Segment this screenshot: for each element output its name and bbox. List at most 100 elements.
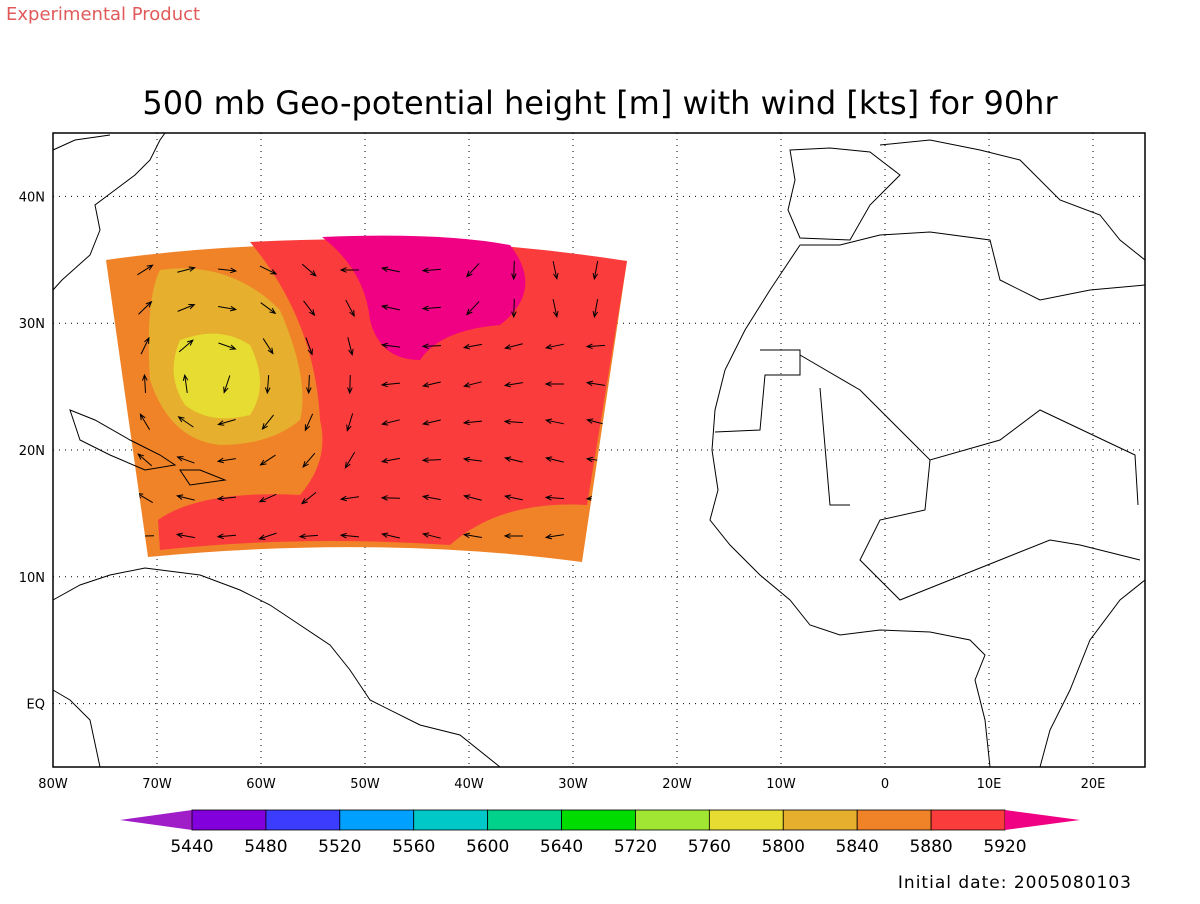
wind-arrow xyxy=(380,381,401,388)
y-tick-label: 40N xyxy=(19,190,45,205)
wind-arrow xyxy=(218,305,238,312)
coastlines xyxy=(52,132,1146,768)
wind-arrow xyxy=(545,456,564,463)
wind-arrow xyxy=(503,533,524,539)
wind-arrow xyxy=(140,336,150,355)
wind-arrow xyxy=(380,342,400,349)
wind-arrow xyxy=(585,380,605,387)
wind-arrow xyxy=(503,381,523,388)
wind-arrow xyxy=(511,260,517,281)
badge: Experimental Product xyxy=(6,4,200,25)
y-tick-label: EQ xyxy=(27,698,45,713)
wind-arrow xyxy=(177,416,194,428)
wind-arrow xyxy=(177,304,196,312)
wind-arrow xyxy=(216,457,236,464)
wind-arrow xyxy=(544,494,565,501)
wind-arrow xyxy=(462,532,482,539)
wind-arrow xyxy=(552,299,559,319)
wind-arrow xyxy=(421,343,442,349)
wind-arrow xyxy=(347,337,354,356)
height-field xyxy=(106,235,627,562)
wind-arrow xyxy=(137,264,154,276)
x-tick-label: 50W xyxy=(350,777,380,792)
wind-arrow xyxy=(463,494,482,501)
wind-arrow xyxy=(504,343,523,350)
x-tick-label: 60W xyxy=(246,777,276,792)
wind-arrow xyxy=(380,457,400,464)
wind-arrow xyxy=(465,263,480,278)
wind-arrow xyxy=(177,266,196,273)
wind-arrow xyxy=(544,533,564,540)
wind-arrow xyxy=(421,267,442,274)
wind-arrow xyxy=(380,532,400,539)
wind-arrow xyxy=(259,265,278,275)
wind-arrow xyxy=(261,414,274,431)
x-tick-label: 40W xyxy=(454,777,484,792)
wind-arrow xyxy=(421,494,441,501)
wind-arrow xyxy=(344,452,356,469)
wind-arrow xyxy=(138,300,153,315)
wind-arrow xyxy=(422,532,441,539)
x-tick-label: 80W xyxy=(38,777,68,792)
wind-arrow xyxy=(380,495,401,501)
colorbar-label: 5720 xyxy=(614,837,657,857)
wind-arrow xyxy=(586,418,605,425)
wind-arrow xyxy=(380,266,400,273)
wind-arrow xyxy=(178,339,194,353)
wind-arrow xyxy=(381,419,400,426)
wind-arrow xyxy=(262,338,274,355)
wind-arrow xyxy=(216,495,237,502)
colorbar-box xyxy=(930,809,1006,831)
wind-arrow xyxy=(421,457,442,463)
wind-arrow xyxy=(304,413,314,432)
wind-arrow xyxy=(137,453,153,467)
wind-arrow xyxy=(223,375,231,394)
wind-arrow xyxy=(217,267,238,274)
colorbar-label: 5560 xyxy=(392,837,435,857)
wind-arrow xyxy=(592,261,599,281)
wind-arrow xyxy=(216,533,237,540)
wind-arrow xyxy=(503,456,523,463)
wind-arrow xyxy=(141,373,148,394)
wind-arrow xyxy=(585,343,606,350)
wind-arrow xyxy=(176,494,195,501)
wind-arrow xyxy=(260,302,277,315)
colorbar-box xyxy=(782,809,858,831)
wind-arrow xyxy=(175,532,195,539)
wind-arrow xyxy=(258,493,277,503)
colorbar-label: 5840 xyxy=(836,837,879,857)
colorbar-box xyxy=(191,809,267,831)
x-tick-label: 30W xyxy=(558,777,588,792)
colorbar-label: 5920 xyxy=(983,837,1026,857)
wind-arrow xyxy=(465,301,480,316)
wind-arrow xyxy=(586,533,605,540)
wind-arrow xyxy=(300,492,317,505)
wind-arrow xyxy=(301,263,317,277)
wind-arrow xyxy=(259,454,276,466)
x-tick-label: 20W xyxy=(662,777,692,792)
wind-arrow xyxy=(176,456,195,464)
wind-arrow xyxy=(339,532,360,539)
wind-arrow xyxy=(303,300,316,317)
wind-arrow xyxy=(182,373,189,393)
wind-arrow xyxy=(346,413,354,432)
wind-arrow xyxy=(306,374,312,395)
colorbar-box xyxy=(487,809,562,831)
colorbar-arrow xyxy=(120,810,192,830)
wind-arrow xyxy=(421,419,441,426)
wind-arrow xyxy=(503,494,523,501)
wind-arrow xyxy=(258,532,277,540)
colorbar-label: 5880 xyxy=(909,837,952,857)
wind-arrow xyxy=(339,267,360,273)
wind-arrow xyxy=(305,337,313,356)
map-frame xyxy=(52,132,1146,768)
colorbar-label: 5800 xyxy=(762,837,805,857)
colorbar-label: 5480 xyxy=(244,837,287,857)
colorbar-label: 5440 xyxy=(170,837,213,857)
wind-arrow xyxy=(264,374,271,395)
grid xyxy=(52,133,1145,767)
title: 500 mb Geo-potential height [m] with win… xyxy=(142,84,1058,122)
wind-arrow xyxy=(298,533,319,540)
colorbar: 5440 5480 5520 5560 5600 5640 5720 5760 5800 5840… xyxy=(120,809,1080,857)
